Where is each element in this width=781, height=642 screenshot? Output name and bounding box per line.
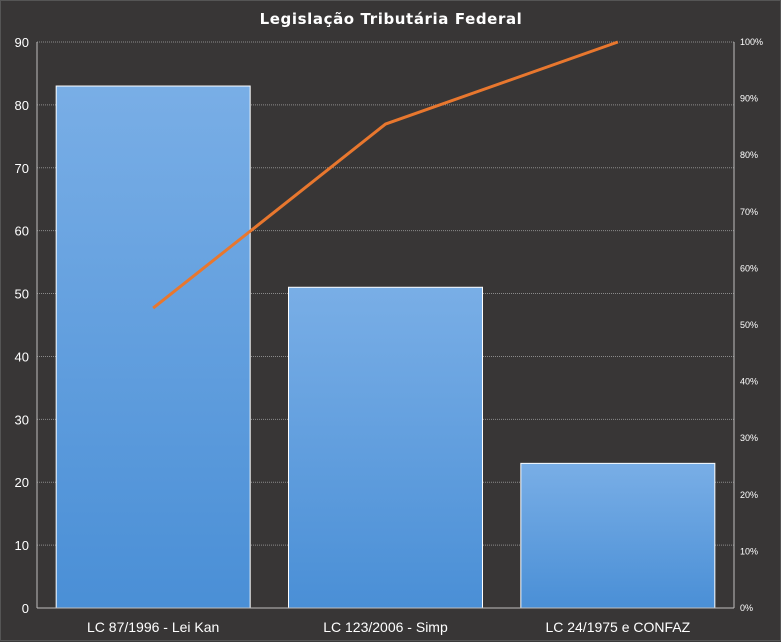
axis-labels: 0 10 20 30 40 50 60 70 80 90 0% 10% 20% 30% 40% 50% 60% 7… <box>15 35 764 635</box>
bar <box>520 462 716 609</box>
category-label: LC 87/1996 - Lei Kan <box>87 619 219 635</box>
y-tick-label: 80 <box>15 98 29 113</box>
chart-title: Legislação Tributária Federal <box>260 10 523 28</box>
y-tick-label: 40 <box>15 349 29 364</box>
y-tick-label: 70 <box>15 161 29 176</box>
y2-tick-label: 80% <box>740 150 758 160</box>
y-tick-label: 30 <box>15 412 29 427</box>
cumulative-percent-line <box>152 40 619 310</box>
y2-tick-label: 100% <box>740 37 763 47</box>
bar <box>55 85 251 609</box>
y2-tick-label: 30% <box>740 433 758 443</box>
y2-tick-label: 40% <box>740 377 758 387</box>
bars <box>55 85 716 609</box>
bar <box>288 286 483 609</box>
y-tick-label: 20 <box>15 475 29 490</box>
cumulative-line <box>152 40 619 310</box>
y2-tick-label: 90% <box>740 94 758 104</box>
y-tick-label: 10 <box>15 538 29 553</box>
y2-tick-label: 60% <box>740 263 758 273</box>
y2-tick-label: 50% <box>740 320 758 330</box>
y-tick-label: 90 <box>15 35 29 50</box>
y-tick-label: 0 <box>22 601 29 616</box>
y2-tick-label: 20% <box>740 490 758 500</box>
y2-tick-label: 70% <box>740 207 758 217</box>
y-tick-label: 60 <box>15 224 29 239</box>
category-label: LC 123/2006 - Simp <box>323 619 448 635</box>
y-tick-label: 50 <box>15 287 29 302</box>
category-label: LC 24/1975 e CONFAZ <box>545 619 690 635</box>
axes <box>36 42 735 609</box>
y2-tick-label: 10% <box>740 546 758 556</box>
y2-tick-label: 0% <box>740 603 753 613</box>
